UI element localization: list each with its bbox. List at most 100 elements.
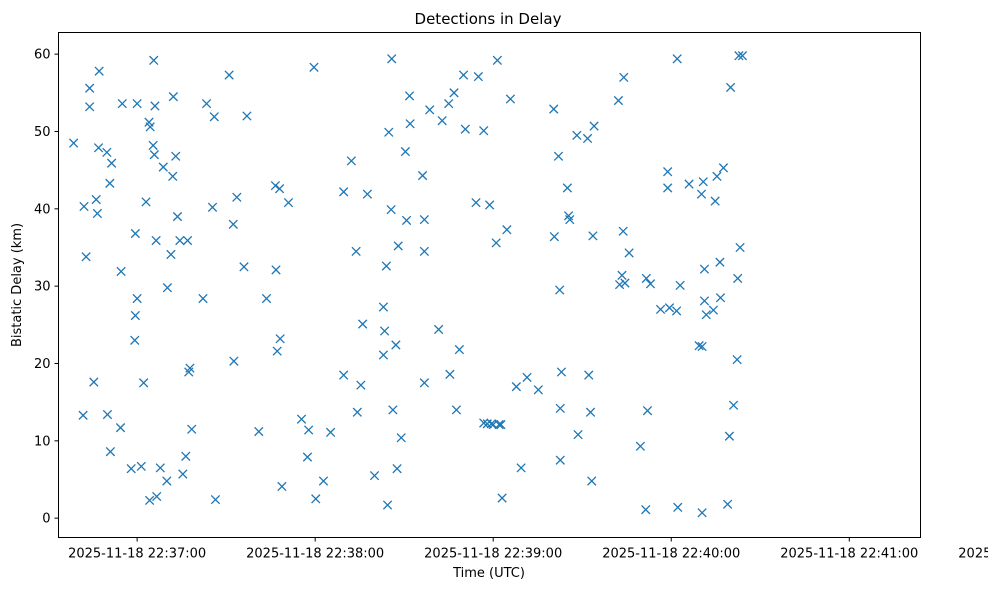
data-point — [620, 278, 630, 288]
data-point — [150, 101, 160, 111]
data-point — [303, 425, 314, 435]
data-point — [479, 418, 489, 428]
data-point — [130, 228, 141, 239]
data-point — [479, 126, 489, 136]
data-point — [419, 246, 430, 257]
data-point — [696, 189, 707, 199]
data-point — [505, 94, 516, 104]
data-point — [710, 196, 720, 206]
data-point — [516, 463, 526, 473]
data-point — [494, 419, 504, 430]
data-point — [277, 481, 287, 492]
data-point — [229, 356, 239, 366]
data-point — [460, 124, 470, 134]
data-point — [655, 304, 666, 315]
data-point — [393, 241, 403, 251]
data-point — [718, 163, 729, 173]
data-point — [582, 133, 593, 144]
data-point — [210, 494, 221, 505]
data-point — [283, 197, 294, 208]
data-point — [556, 367, 567, 377]
data-point — [619, 72, 629, 83]
data-point — [396, 433, 406, 443]
data-point — [445, 369, 455, 379]
data-point — [168, 92, 178, 102]
data-point — [274, 184, 285, 194]
data-point — [149, 150, 160, 160]
data-point — [672, 54, 682, 64]
data-point — [271, 265, 281, 275]
data-point — [105, 178, 115, 188]
data-point — [171, 151, 181, 161]
data-point — [641, 273, 651, 284]
data-point — [228, 219, 238, 229]
data-point — [296, 414, 307, 424]
data-point — [555, 455, 565, 465]
y-tick-label: 10 — [34, 434, 51, 449]
data-point — [496, 419, 506, 430]
data-point — [386, 204, 396, 215]
data-point — [357, 319, 368, 329]
data-point — [419, 378, 430, 388]
y-tick-label: 60 — [34, 48, 51, 63]
data-point — [84, 102, 95, 112]
data-point — [187, 424, 197, 434]
data-point — [584, 370, 594, 380]
data-point — [84, 83, 95, 93]
data-point — [388, 405, 398, 415]
data-point — [715, 293, 726, 303]
data-point — [502, 225, 512, 235]
data-point — [378, 350, 389, 360]
data-point — [642, 406, 653, 416]
data-point — [130, 310, 141, 321]
data-point — [618, 226, 628, 236]
data-point — [562, 183, 573, 193]
data-point — [162, 476, 172, 486]
data-point — [302, 452, 313, 462]
data-point — [78, 410, 88, 420]
data-point — [106, 158, 117, 168]
data-point — [270, 180, 281, 191]
data-point — [68, 138, 79, 148]
data-point — [94, 66, 104, 76]
data-point — [701, 310, 711, 320]
data-point — [589, 121, 599, 131]
x-axis-label: Time (UTC) — [452, 566, 525, 581]
data-point — [145, 122, 155, 132]
x-tick-label: 2025-11-18 22:39:00 — [424, 547, 562, 562]
data-point — [379, 326, 390, 336]
data-point — [573, 429, 583, 440]
data-point — [708, 305, 719, 315]
data-point — [473, 71, 484, 82]
data-point — [91, 194, 101, 205]
data-point — [492, 55, 503, 66]
data-point — [641, 504, 651, 515]
data-point — [635, 441, 646, 451]
data-point — [549, 232, 559, 242]
data-point — [617, 270, 627, 280]
data-point — [242, 111, 252, 121]
data-point — [698, 177, 708, 187]
data-point — [458, 70, 469, 80]
x-tick-label: 2025-11-18 22:38:00 — [246, 547, 384, 562]
data-point — [115, 423, 126, 433]
data-point — [734, 51, 744, 61]
data-point — [362, 189, 373, 199]
data-point — [338, 187, 349, 197]
data-point — [732, 354, 742, 365]
data-point — [201, 98, 212, 109]
data-point — [391, 340, 401, 350]
data-point — [437, 116, 447, 126]
data-point — [392, 464, 402, 474]
data-point — [697, 508, 707, 518]
y-tick-label: 30 — [34, 280, 51, 295]
data-point — [614, 279, 625, 290]
data-point — [400, 146, 411, 157]
data-point — [484, 200, 495, 210]
data-point — [733, 273, 743, 284]
data-point — [356, 380, 366, 390]
data-point — [737, 51, 748, 61]
data-point — [684, 179, 694, 189]
data-point — [311, 494, 321, 504]
data-point — [491, 238, 501, 248]
